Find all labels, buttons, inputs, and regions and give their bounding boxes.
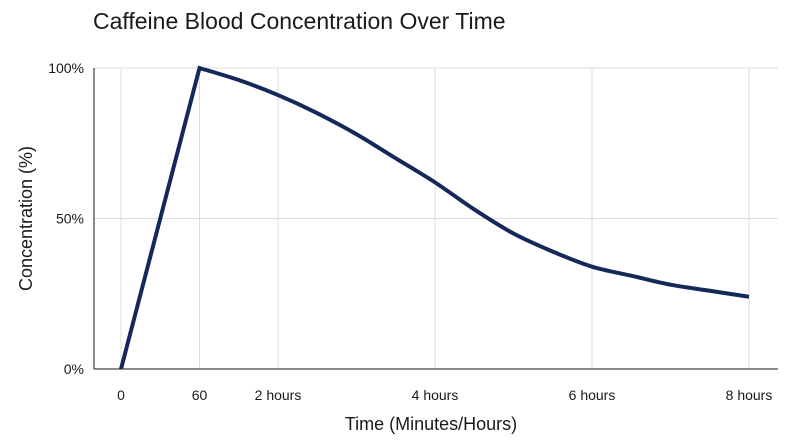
x-tick-label: 2 hours bbox=[255, 387, 302, 403]
tick-labels: 0% 50% 100% 0 60 2 hours 4 hours 6 hours 8 hours bbox=[48, 60, 772, 403]
x-axis-label: Time (Minutes/Hours) bbox=[345, 414, 517, 434]
y-tick-label: 0% bbox=[64, 361, 84, 377]
series-lines bbox=[119, 65, 750, 370]
x-tick-label: 8 hours bbox=[726, 387, 773, 403]
x-tick-label: 0 bbox=[117, 387, 125, 403]
x-tick-label: 6 hours bbox=[569, 387, 616, 403]
y-tick-label: 100% bbox=[48, 60, 84, 76]
concentration-line bbox=[119, 65, 750, 370]
axes bbox=[93, 68, 778, 370]
chart-title: Caffeine Blood Concentration Over Time bbox=[93, 8, 506, 34]
y-tick-label: 50% bbox=[56, 211, 84, 227]
x-tick-label: 60 bbox=[192, 387, 208, 403]
x-tick-label: 4 hours bbox=[412, 387, 459, 403]
grid-lines bbox=[94, 67, 778, 369]
y-axis-label: Concentration (%) bbox=[16, 146, 36, 291]
